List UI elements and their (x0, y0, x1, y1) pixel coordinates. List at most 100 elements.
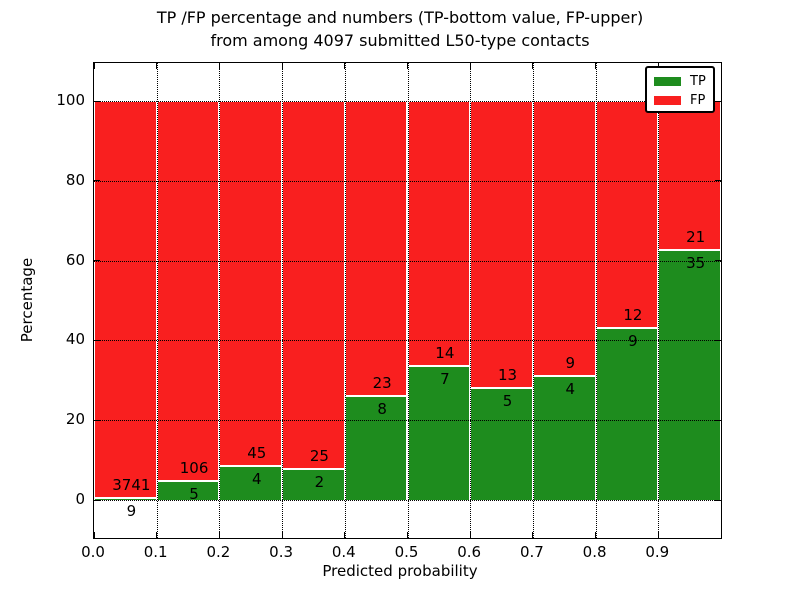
fp-count-label: 25 (309, 447, 329, 466)
x-tick-label: 0.1 (143, 543, 168, 561)
vertical-gridline (595, 63, 597, 538)
y-axis-label: Percentage (18, 257, 36, 343)
y-tick-mark (94, 339, 100, 341)
fp-count-label: 23 (372, 374, 392, 393)
vertical-gridline (470, 63, 472, 538)
y-tick-mark (715, 100, 721, 102)
vertical-gridline (156, 63, 158, 538)
x-tick-mark (407, 63, 408, 69)
vertical-gridline (658, 63, 660, 538)
horizontal-gridline (94, 420, 721, 422)
horizontal-gridline (94, 260, 721, 262)
tp-bar-segment (283, 470, 344, 500)
tp-count-label: 9 (126, 502, 137, 521)
y-tick-mark (715, 260, 721, 262)
x-tick-label: 0.0 (81, 543, 105, 561)
x-tick-label: 0.4 (331, 543, 356, 561)
tp-bar-segment (596, 328, 658, 500)
tp-bar-segment (471, 389, 532, 500)
x-tick-mark (281, 63, 283, 69)
x-tick-mark (532, 532, 534, 538)
x-tick-label: 0.7 (519, 543, 544, 561)
tp-bar-segment (533, 377, 595, 500)
y-tick-label: 80 (65, 170, 85, 189)
y-tick-mark (94, 419, 100, 421)
fp-bar-segment (220, 101, 282, 468)
chart-title-line1: TP /FP percentage and numbers (TP-bottom… (156, 8, 644, 27)
tp-count-label: 2 (314, 473, 325, 492)
x-tick-label: 0.8 (582, 543, 607, 561)
x-tick-label: 0.9 (645, 543, 670, 561)
fp-count-label: 106 (179, 459, 209, 478)
x-tick-mark (218, 532, 220, 538)
fp-legend-swatch (654, 96, 681, 105)
x-tick-mark (469, 532, 471, 538)
x-tick-mark (344, 532, 346, 538)
tp-count-label: 4 (565, 380, 576, 399)
fp-bar-segment (157, 101, 219, 483)
fp-bar-segment (596, 101, 658, 329)
tp-count-label: 4 (251, 470, 262, 489)
tp-count-label: 35 (686, 253, 706, 272)
y-tick-label: 60 (65, 250, 85, 269)
fp-count-label: 9 (565, 354, 576, 373)
plot-area: 3741 9 106 5 45 4 25 2 23 8 14 7 13 5 9 4 12 9 21 35 (93, 62, 722, 539)
x-tick-label: 0.2 (206, 543, 231, 561)
horizontal-gridline (94, 500, 721, 501)
x-tick-label: 0.5 (394, 543, 419, 561)
fp-count-label: 14 (435, 344, 455, 362)
tp-bar-segment (345, 397, 407, 500)
y-tick-label: 100 (56, 91, 85, 109)
vertical-gridline (407, 63, 409, 538)
x-tick-mark (595, 63, 597, 69)
fp-count-label: 21 (686, 227, 706, 246)
fp-count-label: 12 (623, 305, 643, 324)
tp-count-label: 7 (440, 370, 450, 388)
y-tick-label: 40 (65, 330, 85, 349)
fp-bar-segment (471, 101, 532, 390)
horizontal-gridline (94, 340, 721, 342)
x-tick-mark (218, 63, 220, 69)
x-tick-mark (93, 532, 95, 538)
x-tick-mark (156, 532, 158, 538)
tp-legend-swatch (654, 77, 681, 86)
x-tick-mark (93, 63, 95, 69)
y-tick-label: 20 (65, 410, 85, 429)
tp-count-label: 9 (628, 331, 638, 350)
tp-bar-segment (157, 482, 219, 500)
fp-count-label: 45 (247, 444, 267, 463)
tp-count-label: 5 (502, 392, 513, 411)
legend-row-tp: TP (654, 72, 713, 91)
tp-legend-label: TP (690, 74, 706, 89)
vertical-gridline (532, 63, 534, 538)
x-tick-mark (469, 63, 471, 69)
tp-bar-segment (220, 467, 282, 500)
fp-bar-segment (95, 101, 156, 500)
tp-count-label: 5 (189, 485, 199, 504)
fp-bar-segment (533, 101, 595, 378)
y-tick-mark (715, 419, 721, 421)
x-tick-mark (407, 532, 408, 538)
y-tick-mark (94, 100, 100, 102)
x-tick-mark (156, 63, 158, 69)
y-tick-mark (715, 180, 721, 182)
y-tick-mark (94, 180, 100, 182)
fp-bar-segment (345, 101, 407, 398)
x-tick-label: 0.6 (457, 543, 482, 561)
horizontal-gridline (94, 180, 721, 182)
y-tick-mark (715, 499, 721, 501)
x-axis-label: Predicted probability (322, 562, 478, 580)
chart-title-line2: from among 4097 submitted L50-type conta… (210, 31, 590, 50)
fp-count-label: 3741 (112, 476, 151, 495)
tp-bar-segment (659, 250, 720, 500)
y-tick-label: 0 (75, 490, 85, 508)
legend-row-fp: FP (654, 91, 713, 110)
horizontal-gridline (94, 101, 721, 102)
y-tick-mark (94, 260, 100, 262)
tp-bar-segment (408, 367, 470, 500)
x-tick-mark (532, 63, 534, 69)
tp-count-label: 8 (377, 400, 387, 419)
vertical-gridline (344, 63, 346, 538)
legend: TP FP (645, 66, 715, 113)
